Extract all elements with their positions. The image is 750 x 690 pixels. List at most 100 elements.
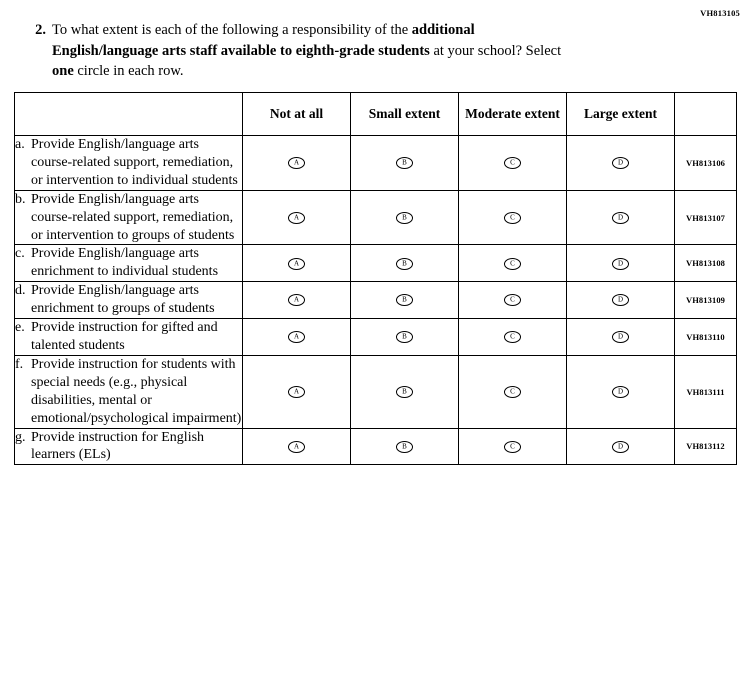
row-letter-c: c.: [15, 246, 25, 262]
radio-e-moderate-extent[interactable]: C: [458, 318, 567, 356]
oval-icon[interactable]: B: [396, 257, 413, 270]
oval-icon[interactable]: B: [396, 211, 413, 224]
row-id-b: VH813107: [674, 189, 737, 246]
radio-e-large-extent[interactable]: D: [566, 318, 675, 356]
radio-c-moderate-extent[interactable]: C: [458, 244, 567, 283]
row-item-d: d. Provide English/language arts enrichm…: [14, 281, 243, 320]
oval-icon[interactable]: B: [396, 331, 413, 344]
table-row: a. Provide English/language arts course-…: [14, 135, 737, 191]
table-row: d. Provide English/language arts enrichm…: [14, 281, 737, 320]
oval-icon[interactable]: B: [396, 386, 413, 399]
row-item-f: f. Provide instruction for students with…: [14, 354, 243, 429]
table-row: g. Provide instruction for English learn…: [14, 427, 737, 466]
oval-icon[interactable]: D: [612, 294, 629, 307]
radio-b-moderate-extent[interactable]: C: [458, 189, 567, 246]
oval-icon[interactable]: A: [288, 211, 305, 224]
radio-f-small-extent[interactable]: B: [350, 354, 459, 429]
radio-e-not-at-all[interactable]: A: [242, 318, 351, 356]
row-text-d: Provide English/language arts enrichment…: [31, 283, 215, 317]
table-row: b. Provide English/language arts course-…: [14, 189, 737, 246]
question-text: To what extent is each of the following …: [52, 20, 561, 82]
oval-icon[interactable]: C: [504, 211, 521, 224]
row-item-c: c. Provide English/language arts enrichm…: [14, 244, 243, 283]
row-item-e: e. Provide instruction for gifted and ta…: [14, 318, 243, 356]
question-number: 2.: [35, 22, 46, 38]
oval-icon[interactable]: C: [504, 257, 521, 270]
oval-icon[interactable]: B: [396, 157, 413, 170]
question-text-line2: English/language arts staff available to…: [52, 42, 562, 59]
oval-icon[interactable]: C: [504, 440, 521, 453]
radio-b-large-extent[interactable]: D: [566, 189, 675, 246]
row-text-c: Provide English/language arts enrichment…: [31, 246, 219, 280]
table-row: c. Provide English/language arts enrichm…: [14, 244, 737, 283]
radio-f-not-at-all[interactable]: A: [242, 354, 351, 429]
row-item-g: g. Provide instruction for English learn…: [14, 427, 243, 466]
oval-icon[interactable]: C: [504, 386, 521, 399]
radio-c-not-at-all[interactable]: A: [242, 244, 351, 283]
oval-icon[interactable]: D: [612, 331, 629, 344]
header-large-extent: Large extent: [566, 92, 675, 136]
oval-icon[interactable]: A: [288, 257, 305, 270]
radio-a-not-at-all[interactable]: A: [242, 135, 351, 191]
radio-d-moderate-extent[interactable]: C: [458, 281, 567, 320]
row-letter-b: b.: [15, 191, 26, 207]
radio-g-moderate-extent[interactable]: C: [458, 427, 567, 466]
oval-icon[interactable]: D: [612, 257, 629, 270]
oval-icon[interactable]: A: [288, 157, 305, 170]
oval-icon[interactable]: A: [288, 386, 305, 399]
table-row: e. Provide instruction for gifted and ta…: [14, 318, 737, 356]
radio-f-large-extent[interactable]: D: [566, 354, 675, 429]
response-grid: Not at all Small extent Moderate extent …: [14, 92, 737, 466]
radio-d-not-at-all[interactable]: A: [242, 281, 351, 320]
radio-g-not-at-all[interactable]: A: [242, 427, 351, 466]
oval-icon[interactable]: B: [396, 294, 413, 307]
radio-g-small-extent[interactable]: B: [350, 427, 459, 466]
header-id-column: [674, 92, 737, 136]
row-text-f: Provide instruction for students with sp…: [31, 356, 242, 426]
oval-icon[interactable]: C: [504, 157, 521, 170]
radio-c-small-extent[interactable]: B: [350, 244, 459, 283]
header-item-column: [14, 92, 243, 136]
oval-icon[interactable]: C: [504, 294, 521, 307]
question-stem: 2. To what extent is each of the followi…: [26, 20, 636, 82]
grid-header-row: Not at all Small extent Moderate extent …: [14, 92, 737, 136]
radio-a-small-extent[interactable]: B: [350, 135, 459, 191]
question-text-line3: one circle in each row.: [52, 63, 184, 80]
oval-icon[interactable]: A: [288, 294, 305, 307]
header-moderate-extent: Moderate extent: [458, 92, 567, 136]
row-text-e: Provide instruction for gifted and talen…: [31, 320, 218, 353]
radio-b-not-at-all[interactable]: A: [242, 189, 351, 246]
radio-d-small-extent[interactable]: B: [350, 281, 459, 320]
radio-b-small-extent[interactable]: B: [350, 189, 459, 246]
row-item-b: b. Provide English/language arts course-…: [14, 189, 243, 246]
row-id-f: VH813111: [674, 354, 737, 429]
oval-icon[interactable]: D: [612, 440, 629, 453]
row-id-g: VH813112: [674, 427, 737, 466]
page-item-id: VH813105: [700, 8, 740, 18]
header-not-at-all: Not at all: [242, 92, 351, 136]
oval-icon[interactable]: D: [612, 211, 629, 224]
oval-icon[interactable]: D: [612, 157, 629, 170]
table-row: f. Provide instruction for students with…: [14, 354, 737, 429]
oval-icon[interactable]: A: [288, 440, 305, 453]
radio-a-large-extent[interactable]: D: [566, 135, 675, 191]
row-item-a: a. Provide English/language arts course-…: [14, 135, 243, 191]
radio-e-small-extent[interactable]: B: [350, 318, 459, 356]
radio-d-large-extent[interactable]: D: [566, 281, 675, 320]
radio-a-moderate-extent[interactable]: C: [458, 135, 567, 191]
oval-icon[interactable]: C: [504, 331, 521, 344]
row-letter-g: g.: [15, 429, 26, 445]
oval-icon[interactable]: D: [612, 386, 629, 399]
row-id-d: VH813109: [674, 281, 737, 320]
row-text-b: Provide English/language arts course-rel…: [31, 191, 235, 243]
row-id-a: VH813106: [674, 135, 737, 191]
radio-c-large-extent[interactable]: D: [566, 244, 675, 283]
row-text-a: Provide English/language arts course-rel…: [31, 137, 238, 188]
oval-icon[interactable]: A: [288, 331, 305, 344]
header-small-extent: Small extent: [350, 92, 459, 136]
oval-icon[interactable]: B: [396, 440, 413, 453]
radio-f-moderate-extent[interactable]: C: [458, 354, 567, 429]
radio-g-large-extent[interactable]: D: [566, 427, 675, 466]
question-text-line1: To what extent is each of the following …: [52, 22, 475, 38]
